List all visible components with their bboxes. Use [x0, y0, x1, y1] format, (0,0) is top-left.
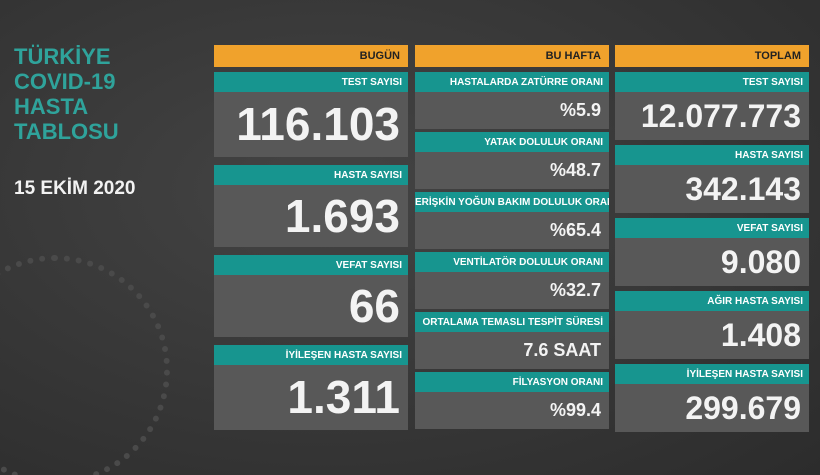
stat-label: FİLYASYON ORANI — [415, 372, 609, 392]
stat-label: HASTALARDA ZATÜRRE ORANI — [415, 72, 609, 92]
column-header: TOPLAM — [615, 45, 809, 67]
stat-cell: TEST SAYISI 116.103 — [214, 72, 408, 157]
stat-value: %5.9 — [415, 92, 609, 129]
stat-cell: TEST SAYISI 12.077.773 — [615, 72, 809, 140]
stat-cell: VEFAT SAYISI 9.080 — [615, 218, 809, 286]
stat-label: TEST SAYISI — [615, 72, 809, 92]
stat-label: VEFAT SAYISI — [615, 218, 809, 238]
column: BUGÜN TEST SAYISI 116.103 HASTA SAYISI 1.693… — [214, 45, 408, 445]
stat-label: VENTİLATÖR DOLULUK ORANI — [415, 252, 609, 272]
title-line: COVID-19 — [14, 69, 116, 94]
stat-value: 7.6 SAAT — [415, 332, 609, 369]
stat-label: AĞIR HASTA SAYISI — [615, 291, 809, 311]
stat-value: %32.7 — [415, 272, 609, 309]
stat-cell: ERİŞKİN YOĞUN BAKIM DOLULUK ORANI %65.4 — [415, 192, 609, 249]
stat-cell: HASTA SAYISI 1.693 — [214, 165, 408, 247]
stat-cell: YATAK DOLULUK ORANI %48.7 — [415, 132, 609, 189]
stat-cell: VEFAT SAYISI 66 — [214, 255, 408, 337]
stat-cell: İYİLEŞEN HASTA SAYISI 299.679 — [615, 364, 809, 432]
column-header: BU HAFTA — [415, 45, 609, 67]
stat-label: YATAK DOLULUK ORANI — [415, 132, 609, 152]
title-line: HASTA — [14, 94, 89, 119]
stat-value: %99.4 — [415, 392, 609, 429]
stat-cell: HASTA SAYISI 342.143 — [615, 145, 809, 213]
stat-label: HASTA SAYISI — [615, 145, 809, 165]
stat-cell: VENTİLATÖR DOLULUK ORANI %32.7 — [415, 252, 609, 309]
stat-cell: ORTALAMA TEMASLI TESPİT SÜRESİ 7.6 SAAT — [415, 312, 609, 369]
stat-label: ORTALAMA TEMASLI TESPİT SÜRESİ — [415, 312, 609, 332]
emblem — [0, 255, 170, 475]
stat-value: 1.311 — [214, 365, 408, 430]
title: TÜRKİYE COVID-19 HASTA TABLOSU — [14, 44, 119, 144]
column: TOPLAM TEST SAYISI 12.077.773 HASTA SAYISI 3… — [615, 45, 809, 445]
stat-value: 116.103 — [214, 92, 408, 157]
stat-cell: FİLYASYON ORANI %99.4 — [415, 372, 609, 429]
title-line: TÜRKİYE — [14, 44, 111, 69]
stat-value: 342.143 — [615, 165, 809, 213]
stat-label: HASTA SAYISI — [214, 165, 408, 185]
stat-value: 66 — [214, 275, 408, 337]
stat-cell: AĞIR HASTA SAYISI 1.408 — [615, 291, 809, 359]
stat-label: İYİLEŞEN HASTA SAYISI — [615, 364, 809, 384]
stat-label: İYİLEŞEN HASTA SAYISI — [214, 345, 408, 365]
stat-value: 12.077.773 — [615, 92, 809, 140]
stat-cell: İYİLEŞEN HASTA SAYISI 1.311 — [214, 345, 408, 430]
stat-value: 9.080 — [615, 238, 809, 286]
title-line: TABLOSU — [14, 119, 119, 144]
stat-label: ERİŞKİN YOĞUN BAKIM DOLULUK ORANI — [415, 192, 609, 212]
stat-cell: HASTALARDA ZATÜRRE ORANI %5.9 — [415, 72, 609, 129]
stat-label: TEST SAYISI — [214, 72, 408, 92]
column: BU HAFTA HASTALARDA ZATÜRRE ORANI %5.9 YATA… — [415, 45, 609, 445]
column-header: BUGÜN — [214, 45, 408, 67]
stat-value: 1.693 — [214, 185, 408, 247]
stat-value: %48.7 — [415, 152, 609, 189]
stat-value: 299.679 — [615, 384, 809, 432]
stat-label: VEFAT SAYISI — [214, 255, 408, 275]
stat-value: 1.408 — [615, 311, 809, 359]
stat-value: %65.4 — [415, 212, 609, 249]
date: 15 EKİM 2020 — [14, 178, 136, 199]
